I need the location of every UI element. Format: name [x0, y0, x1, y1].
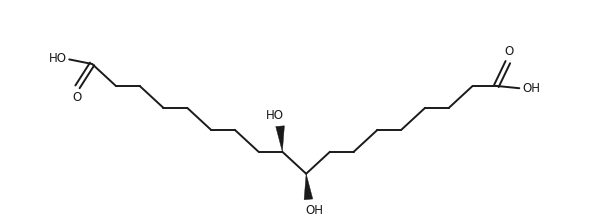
Text: O: O	[73, 91, 82, 104]
Text: HO: HO	[49, 52, 67, 65]
Text: O: O	[504, 45, 513, 58]
Text: OH: OH	[522, 82, 540, 95]
Polygon shape	[304, 174, 313, 200]
Text: OH: OH	[305, 204, 323, 217]
Polygon shape	[276, 126, 285, 152]
Text: HO: HO	[266, 109, 283, 122]
